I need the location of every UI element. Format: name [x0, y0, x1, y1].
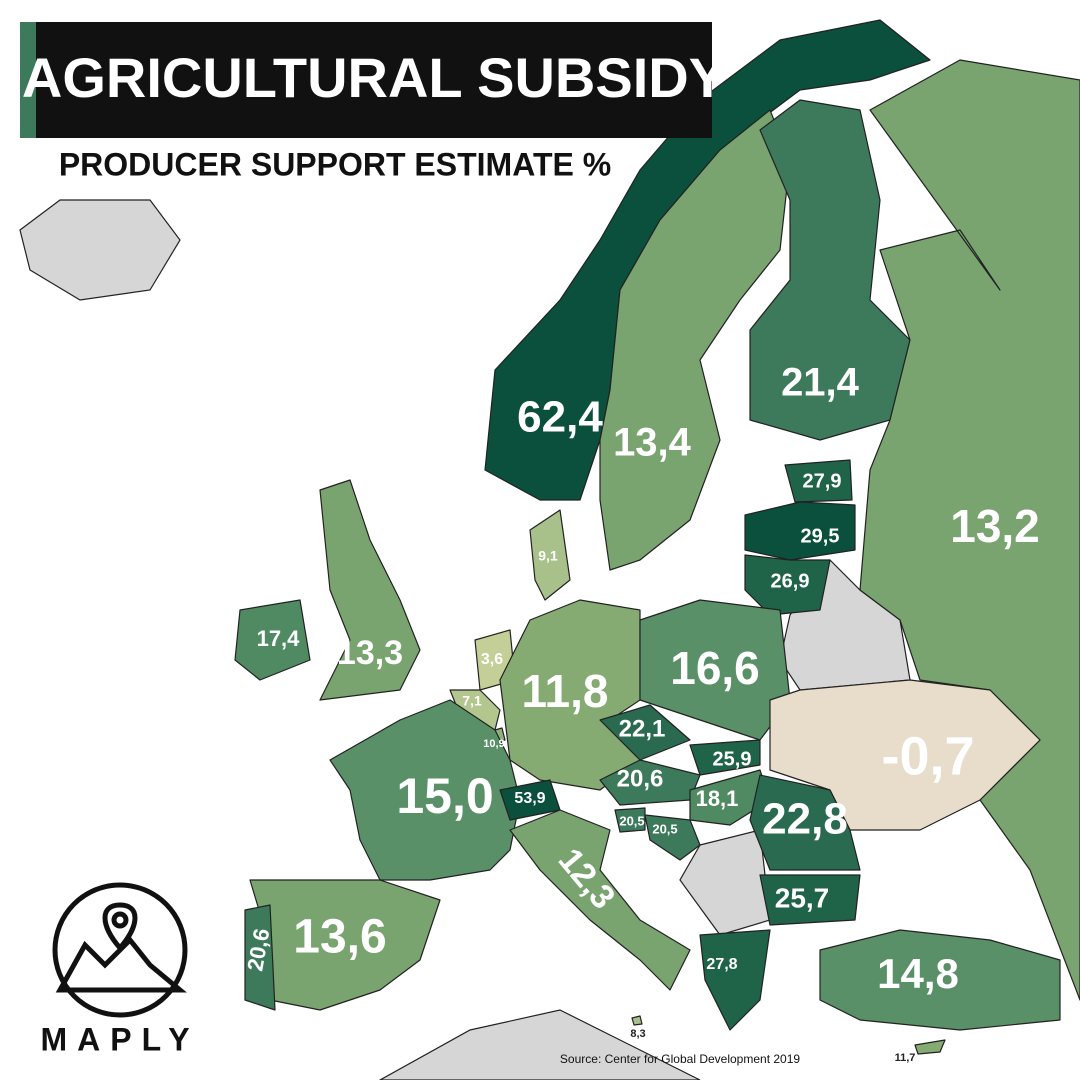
region-label: 8,3 [630, 1028, 645, 1040]
iceland [19, 199, 181, 301]
region-label: 18,1 [696, 786, 739, 811]
sweden [599, 109, 791, 571]
region-label: 13,2 [950, 500, 1040, 552]
region-label: 53,9 [514, 790, 545, 807]
austria [599, 759, 701, 806]
hungary [689, 769, 771, 826]
source: Source: Center for Global Development 20… [560, 1052, 800, 1066]
croatia [644, 814, 701, 861]
ireland [234, 599, 311, 681]
lithuania [744, 554, 831, 616]
slovakia [689, 739, 761, 776]
bulgaria [759, 874, 861, 926]
region-label: 9,1 [538, 548, 558, 564]
balkans [679, 829, 771, 936]
region-label: 21,4 [781, 361, 860, 405]
subtitle: PRODUCER SUPPORT ESTIMATE % [59, 146, 611, 182]
uk [319, 479, 421, 701]
region-label: 13,6 [293, 911, 386, 964]
region-label: 20,5 [652, 821, 677, 836]
region-label: 3,6 [481, 651, 503, 668]
region-label: -0,7 [881, 726, 974, 786]
malta [631, 1015, 643, 1026]
logo-text: MAPLY [40, 1021, 199, 1057]
region-label: 25,9 [713, 748, 752, 770]
russia [859, 59, 1080, 1001]
ukraine [769, 679, 1041, 831]
region-label: 29,5 [801, 525, 840, 547]
region-label: 11,8 [522, 665, 609, 717]
france [329, 699, 521, 881]
region-label: 62,4 [517, 393, 603, 442]
region-label: 7,1 [462, 693, 482, 709]
slovenia [614, 807, 646, 833]
region-label: 13,4 [613, 421, 692, 465]
latvia [744, 501, 856, 561]
north-africa [377, 1009, 701, 1081]
romania [749, 774, 861, 871]
region-label: 11,7 [895, 1052, 916, 1064]
region-label: 10,9 [483, 738, 504, 750]
region-label: 20,6 [617, 765, 664, 792]
title-accent [20, 22, 36, 138]
region-label: 25,7 [775, 882, 830, 913]
region-label: 27,9 [803, 470, 842, 492]
region-label: 17,4 [257, 626, 301, 651]
greece [699, 929, 771, 1031]
estonia [784, 459, 853, 503]
denmark [529, 509, 571, 601]
region-label: 26,9 [771, 570, 810, 592]
title: AGRICULTURAL SUBSIDY [22, 46, 726, 109]
region-label: 15,0 [396, 768, 493, 824]
region-label: 22,1 [619, 715, 666, 742]
title-box [20, 22, 712, 138]
logo-mark [52, 882, 188, 1018]
turkey [819, 929, 1061, 1031]
region-label: 20,5 [619, 813, 644, 828]
cyprus [914, 1039, 946, 1055]
region-label: 14,8 [877, 950, 959, 997]
region-label: 27,8 [706, 956, 737, 973]
region-label: 22,8 [762, 795, 848, 844]
region-label: 16,6 [670, 642, 760, 694]
portugal [244, 904, 276, 1011]
czechia [599, 704, 691, 761]
italy [509, 809, 691, 991]
region-label: 13,3 [337, 634, 403, 672]
